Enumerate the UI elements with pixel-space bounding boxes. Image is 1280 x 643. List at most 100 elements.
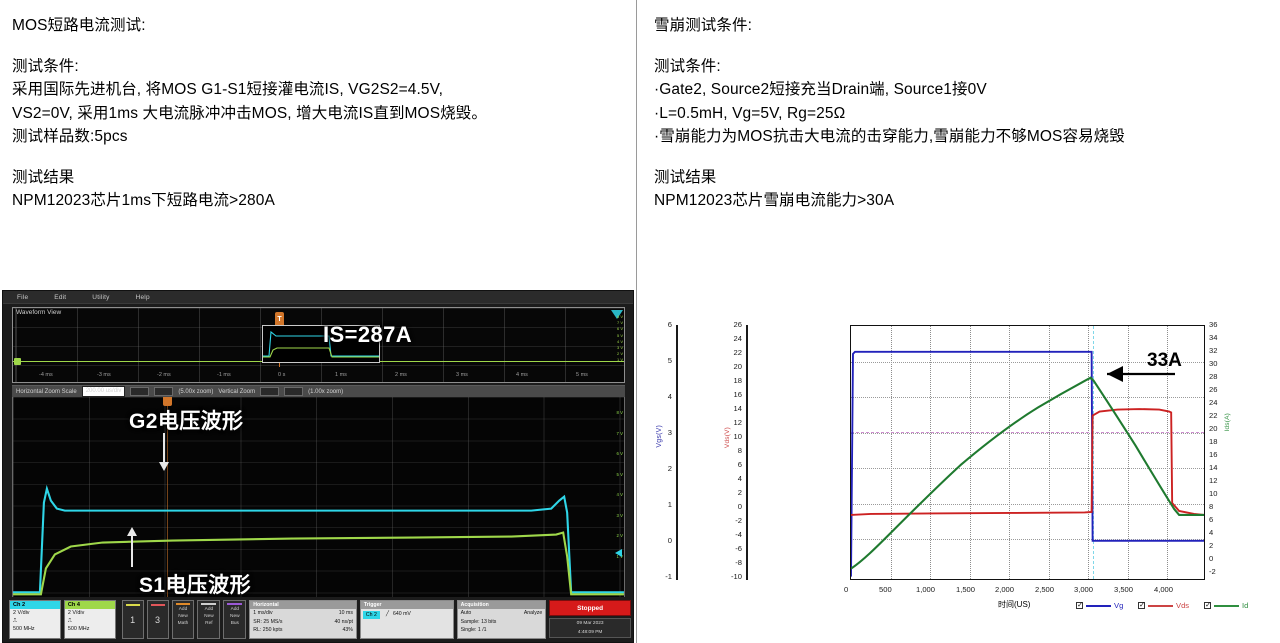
vgrid-4000 <box>1167 326 1168 579</box>
vds-tick-0: 0 <box>737 502 742 511</box>
vds-tick-10: 10 <box>733 432 742 441</box>
menu-item-edit[interactable]: Edit <box>54 293 67 301</box>
menu-item-file[interactable]: File <box>17 293 29 301</box>
legend-swatch-id <box>1214 604 1239 607</box>
left-condition-line-1: 采用国际先进机台, 将MOS G1-S1短接灌电流IS, VG2S2=4.5V, <box>12 81 444 99</box>
horizontal-zoom-scale-input[interactable]: 200.00 us/div <box>81 386 126 397</box>
channel-button-1[interactable]: 1 <box>121 600 144 639</box>
ov-scale-5: 3 V <box>616 345 623 351</box>
mv-scale-4: 4 V <box>616 492 623 497</box>
legend-checkbox-vds[interactable] <box>1138 600 1145 609</box>
xtick-1000: 1,000 <box>916 585 936 594</box>
vds-tick-22: 22 <box>733 348 742 357</box>
add-new-bus-button[interactable]: Add New Bus <box>223 600 247 639</box>
ids-tick-2: 2 <box>1209 541 1214 550</box>
main-trigger-marker[interactable] <box>163 397 172 611</box>
vgrid-2000 <box>1009 326 1010 579</box>
ids-tick-10: 10 <box>1209 489 1218 498</box>
ov-scale-4: 4 V <box>616 338 623 344</box>
annotation-arrow-icon <box>1107 366 1175 382</box>
channel-badge-ch4[interactable]: Ch 4 2 V/div ⎍ 500 MHz <box>63 600 116 639</box>
acquisition-panel[interactable]: Acquisition Auto Analyze Sample: 13 bits… <box>456 600 547 639</box>
vds-tick-12: 12 <box>733 418 742 427</box>
trigger-level-marker[interactable] <box>611 310 623 319</box>
zoom-out-icon[interactable] <box>130 387 150 396</box>
s1-label-arrow-icon <box>127 527 137 567</box>
right-text-block: 雪崩测试条件: 测试条件: ·Gate2, Source2短接充当Drain端,… <box>636 0 1280 213</box>
ids-tick-6: 6 <box>1209 515 1214 524</box>
chart-series-svg <box>851 350 1204 577</box>
scope-menu-bar[interactable]: File Edit Utility Help <box>3 291 633 304</box>
overview-tick-6: 2 ms <box>395 372 407 378</box>
ch2-bandwidth: 500 MHz <box>13 626 35 632</box>
channel-cursor-marker[interactable] <box>615 549 622 557</box>
channel-button-3[interactable]: 3 <box>146 600 169 639</box>
horizontal-panel-title: Horizontal <box>250 601 356 609</box>
overview-tick-7: 3 ms <box>456 372 468 378</box>
zoom-toolbar[interactable]: Horizontal Zoom Scale 200.00 us/div (5.0… <box>12 385 625 397</box>
right-condition-line-1: ·Gate2, Source2短接充当Drain端, Source1接0V <box>654 81 987 99</box>
spacer <box>654 38 1270 55</box>
overview-tick-3: -1 ms <box>217 372 231 378</box>
waveform-overview-pane[interactable]: Waveform View T IS=287A -4 ms - <box>12 307 625 383</box>
trigger-source-chip[interactable]: Ch 2 <box>362 611 380 619</box>
trigger-panel[interactable]: Trigger Ch 2 ╱ 640 mV <box>359 600 454 639</box>
vgs-tick-neg1: -1 <box>665 572 672 581</box>
channel-ground-marker[interactable] <box>14 358 21 365</box>
ch2-name: Ch 2 <box>10 601 60 609</box>
ids-tick-12: 12 <box>1209 476 1218 485</box>
hgrid-5 <box>851 503 1204 505</box>
vds-tick-neg10: -10 <box>731 572 742 581</box>
zoom-in-icon[interactable] <box>154 387 174 396</box>
overview-tick-5: 1 ms <box>335 372 347 378</box>
status-badge-stopped[interactable]: Stopped <box>549 600 631 616</box>
g2-label-arrow-icon <box>159 433 169 471</box>
menu-item-utility[interactable]: Utility <box>92 293 110 301</box>
left-result-line: NPM12023芯片1ms下短路电流>280A <box>12 192 275 210</box>
zoom-selection-box[interactable] <box>262 325 380 363</box>
add-new-math-button[interactable]: Add New Math <box>171 600 195 639</box>
ch4-bandwidth: 500 MHz <box>67 626 90 632</box>
xtick-500: 500 <box>879 585 892 594</box>
add-math-l1: Add <box>178 607 188 612</box>
legend-item-vds[interactable]: Vds <box>1138 600 1189 610</box>
horiz-r0c0: 1 ms/div <box>253 610 273 616</box>
vds-tick-4: 4 <box>737 474 742 483</box>
ids-tick-34: 34 <box>1209 333 1218 342</box>
add-new-ref-button[interactable]: Add New Ref <box>197 600 221 639</box>
xtick-0: 0 <box>844 585 849 594</box>
vertical-zoom-in-icon[interactable] <box>284 387 304 396</box>
vds-tick-16: 16 <box>733 390 742 399</box>
legend-item-id[interactable]: Id <box>1204 600 1248 610</box>
cursor-line-cyan <box>1093 326 1094 579</box>
overview-tick-2: -2 ms <box>157 372 171 378</box>
horiz-r2c1: 43% <box>342 627 353 633</box>
ov-scale-0: 8 V <box>616 314 623 319</box>
spacer <box>654 149 1270 166</box>
channel-badge-ch2[interactable]: Ch 2 2 V/div ⎍ 500 MHz <box>9 600 61 639</box>
xtick-4000: 4,000 <box>1154 585 1174 594</box>
vgs-axis-line <box>676 325 678 580</box>
vgrid-2500 <box>1048 326 1050 579</box>
acquisition-panel-title: Acquisition <box>457 601 546 609</box>
left-condition-heading: 测试条件: <box>12 57 79 75</box>
horizontal-zoom-scale-label: Horizontal Zoom Scale <box>16 388 77 395</box>
legend-checkbox-vg[interactable] <box>1076 600 1083 609</box>
mv-scale-5: 3 V <box>616 512 623 518</box>
horiz-r1c1: 40 ns/pt <box>334 618 353 625</box>
vgrid-500 <box>890 326 892 579</box>
main-grid <box>13 397 624 614</box>
legend-checkbox-id[interactable] <box>1204 600 1211 609</box>
horizontal-panel[interactable]: Horizontal 1 ms/div 10 ms SR: 25 MS/s 40… <box>249 600 357 639</box>
menu-item-help[interactable]: Help <box>135 293 150 301</box>
ids-tick-26: 26 <box>1209 385 1218 394</box>
vertical-zoom-out-icon[interactable] <box>260 387 280 396</box>
vgrid-1500 <box>969 326 971 579</box>
vertical-zoom-factor: (1.00x zoom) <box>308 388 344 395</box>
spacer <box>12 38 626 55</box>
main-waveform-view[interactable]: G2电压波形 S1电压波形 8 V 7 V 6 V 5 V 4 V 3 V 2 … <box>12 397 625 615</box>
legend-label-vg: Vg <box>1114 601 1124 610</box>
avalanche-chart: Vgs(V) 6 5 4 3 2 1 0 -1 Vds(V) 26 24 22 … <box>646 315 1276 640</box>
legend-item-vg[interactable]: Vg <box>1076 600 1124 610</box>
vgs-tick-1: 1 <box>667 500 672 509</box>
